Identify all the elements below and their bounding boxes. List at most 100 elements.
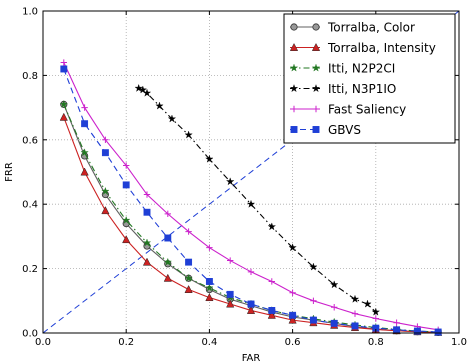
data-point xyxy=(363,299,372,308)
data-point xyxy=(163,273,172,282)
legend-marker xyxy=(289,84,299,93)
data-point xyxy=(205,278,213,285)
data-point xyxy=(184,130,193,139)
legend-item: Itti, N3P1IO xyxy=(289,82,396,96)
legend-label: Itti, N3P1IO xyxy=(328,82,396,96)
data-point xyxy=(351,310,359,317)
reference-diagonal-line xyxy=(42,10,460,334)
data-point xyxy=(330,319,338,327)
x-axis-title: FAR xyxy=(242,353,261,363)
x-tick-label: 0.0 xyxy=(35,337,51,348)
legend-marker xyxy=(311,84,321,93)
data-point xyxy=(102,136,109,143)
series-3 xyxy=(134,83,381,316)
legend-marker xyxy=(312,105,320,113)
legend-box xyxy=(283,13,456,144)
data-point xyxy=(123,162,130,169)
data-point xyxy=(122,235,131,244)
legend-label: Fast Saliency xyxy=(328,103,406,117)
data-point xyxy=(164,210,171,218)
data-point xyxy=(101,206,110,215)
data-point xyxy=(434,328,442,336)
data-point xyxy=(81,120,89,128)
legend-label: Torralba, Intensity xyxy=(327,41,436,55)
legend-item: Torralba, Color xyxy=(290,21,415,35)
x-tick-label: 0.8 xyxy=(368,337,384,348)
data-point xyxy=(246,305,256,314)
plot-frame xyxy=(42,10,460,334)
data-point xyxy=(205,293,214,302)
data-point xyxy=(101,186,110,195)
data-point xyxy=(60,65,68,73)
data-point xyxy=(205,154,214,163)
series-line xyxy=(138,87,377,313)
reference-line-layer xyxy=(42,10,460,334)
legend-label: GBVS xyxy=(328,123,361,137)
data-point xyxy=(267,222,277,231)
data-point xyxy=(143,208,151,216)
legend-marker xyxy=(312,23,320,31)
x-tick-label: 0.2 xyxy=(118,337,134,348)
data-point xyxy=(288,315,297,324)
legend-marker xyxy=(290,105,298,113)
data-point xyxy=(268,278,275,285)
data-point xyxy=(59,112,68,121)
data-point xyxy=(184,284,193,293)
legend-marker xyxy=(311,63,321,72)
data-point xyxy=(331,304,338,311)
data-point xyxy=(309,316,317,324)
data-point xyxy=(206,244,213,251)
data-point xyxy=(329,280,339,289)
legend-item: GBVS xyxy=(290,123,361,137)
legend: Torralba, Color Torralba, Intensity Itti, … xyxy=(283,13,456,144)
data-point xyxy=(81,104,88,111)
data-point xyxy=(122,181,130,189)
data-point xyxy=(267,310,276,319)
data-point xyxy=(142,257,152,266)
data-point xyxy=(60,59,67,66)
data-point xyxy=(227,257,234,264)
x-tick-label: 0.6 xyxy=(285,337,301,348)
data-point xyxy=(134,83,143,92)
data-point xyxy=(226,290,234,298)
legend-item: Itti, N2P2CI xyxy=(289,62,395,76)
data-point xyxy=(226,299,235,308)
data-point xyxy=(184,273,193,282)
data-point xyxy=(371,307,381,316)
data-point xyxy=(185,258,193,266)
data-point xyxy=(138,85,148,94)
y-tick-label: 0.8 xyxy=(22,71,38,82)
data-point xyxy=(142,88,152,97)
x-tick-label: 0.4 xyxy=(201,337,217,348)
data-point xyxy=(372,315,379,322)
data-point xyxy=(59,99,69,108)
legend-label: Itti, N2P2CI xyxy=(328,62,395,76)
data-point xyxy=(413,327,421,335)
y-axis-title: FRR xyxy=(4,162,15,182)
data-point xyxy=(164,234,172,242)
data-point xyxy=(205,283,214,292)
y-tick-label: 0.4 xyxy=(22,200,38,211)
legend-marker xyxy=(290,23,298,31)
y-tick-label: 1.0 xyxy=(22,7,38,18)
legend-marker xyxy=(312,126,320,133)
data-point xyxy=(289,289,296,296)
legend-label: Torralba, Color xyxy=(327,21,415,35)
tick-layer: 0.0 0.2 0.4 0.6 0.8 1.0 0.0 0.2 0.4 0.6 0.8 1.0 xyxy=(22,7,467,349)
data-point xyxy=(247,268,255,276)
data-point xyxy=(225,177,235,186)
y-tick-label: 0.2 xyxy=(22,264,38,275)
data-point xyxy=(309,262,318,271)
data-point xyxy=(80,148,89,157)
legend-item: Fast Saliency xyxy=(290,103,406,117)
legend-marker xyxy=(311,42,321,51)
data-point xyxy=(393,319,400,326)
y-tick-label: 0.0 xyxy=(22,329,38,340)
series-5 xyxy=(60,65,442,336)
legend-marker xyxy=(289,42,299,51)
data-point xyxy=(101,149,109,157)
data-point xyxy=(268,307,276,314)
y-tick-label: 0.6 xyxy=(22,135,38,146)
data-point xyxy=(167,114,177,123)
